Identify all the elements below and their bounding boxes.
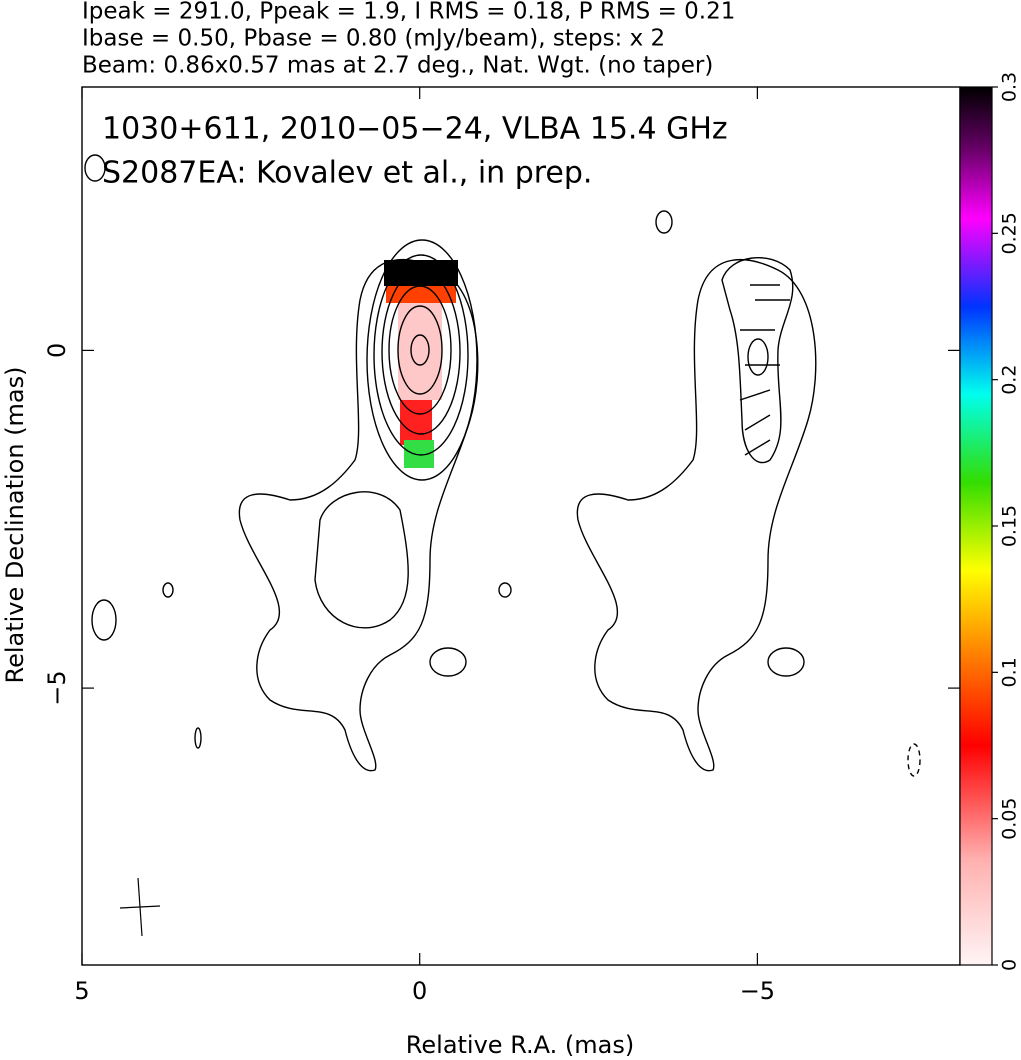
- colorbar-tick-label: 0.25: [999, 212, 1021, 254]
- y-tick-label: 0: [43, 343, 71, 358]
- chart-subtitle: S2087EA: Kovalev et al., in prep.: [102, 156, 592, 191]
- x-axis-label: Relative R.A. (mas): [406, 1031, 634, 1059]
- colorbar-tick-label: 0: [999, 959, 1021, 971]
- colorbar-tick-label: 0.3: [999, 72, 1021, 102]
- colorbar-tick-label: 0.1: [999, 657, 1021, 687]
- header-line: Beam: 0.86x0.57 mas at 2.7 deg., Nat. Wg…: [82, 53, 713, 79]
- beam: [119, 877, 161, 937]
- header-line: Ibase = 0.50, Pbase = 0.80 (mJy/beam), s…: [82, 26, 665, 52]
- colorbar-tick-label: 0.15: [999, 505, 1021, 547]
- plot-frame: [81, 86, 961, 966]
- header-line: Ipeak = 291.0, Ppeak = 1.9, I RMS = 0.18…: [82, 0, 735, 25]
- chart-title: 1030+611, 2010−05−24, VLBA 15.4 GHz: [102, 112, 728, 147]
- x-tick-label: 5: [74, 977, 89, 1005]
- x-tick-label: 0: [412, 977, 427, 1005]
- colorbar-tick-label: 0.05: [999, 798, 1021, 840]
- y-axis-label: Relative Declination (mas): [1, 366, 29, 683]
- colorbar: [959, 86, 993, 966]
- contours-right: [576, 210, 921, 777]
- colorbar-tick-label: 0.2: [999, 365, 1021, 395]
- y-tick-label: −5: [43, 670, 71, 705]
- x-tick-label: −5: [740, 977, 775, 1005]
- contours-left: [84, 154, 512, 772]
